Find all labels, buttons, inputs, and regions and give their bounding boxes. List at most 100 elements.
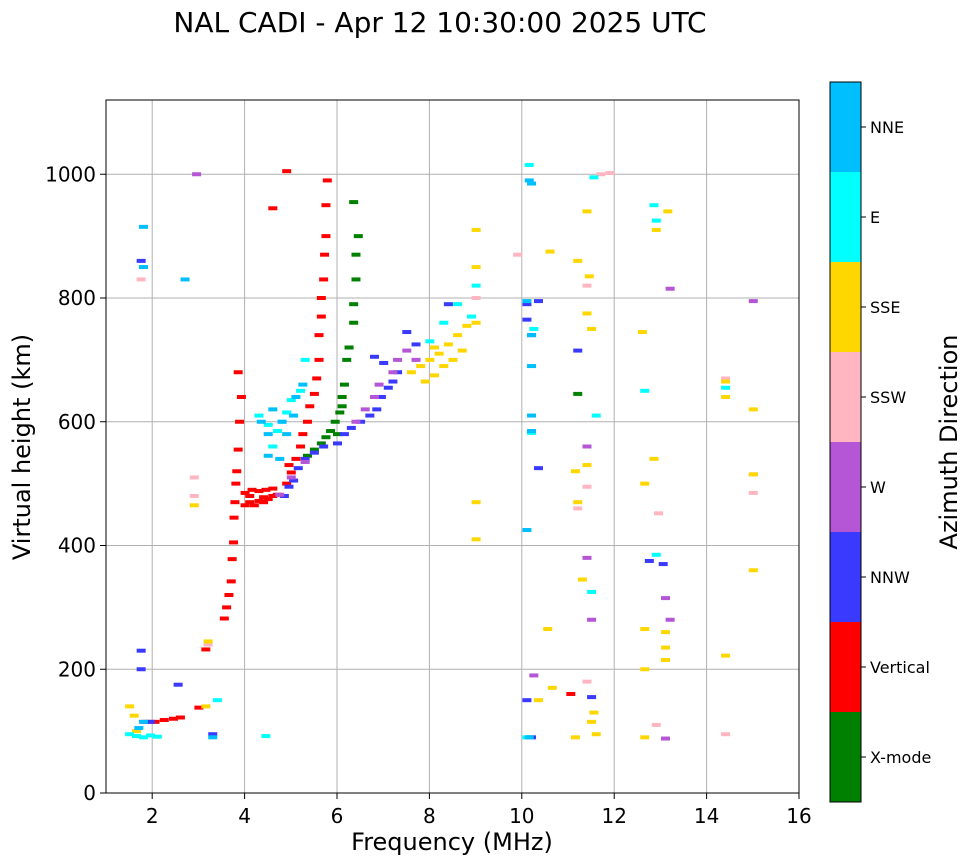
echo-point-ssw [582, 283, 592, 288]
echo-point-w [360, 407, 370, 412]
echo-point-sse [582, 311, 592, 316]
echo-point-vertical [229, 515, 239, 520]
echo-point-ssw [654, 511, 664, 516]
echo-point-sse [457, 348, 467, 353]
echo-point-sse [430, 345, 440, 350]
echo-point-nne [527, 429, 537, 434]
echo-point-nne [263, 453, 273, 458]
echo-point-x-mode [337, 395, 347, 399]
echo-point-w [529, 673, 539, 678]
echo-point-vertical [194, 705, 204, 710]
echo-point-nnw [365, 413, 375, 418]
echo-point-nnw [346, 425, 356, 430]
echo-point-sse [547, 685, 557, 690]
echo-point-sse [462, 323, 472, 328]
echo-point-w [374, 382, 384, 387]
colorbar-swatch-e [830, 172, 861, 262]
echo-point-vertical [240, 490, 250, 495]
echo-point-vertical [222, 605, 232, 610]
echo-point-sse [533, 698, 543, 703]
echo-point-sse [661, 630, 671, 635]
echo-point-ssw [189, 475, 199, 480]
echo-point-sse [661, 645, 671, 650]
echo-point-nnw [173, 682, 183, 687]
echo-point-x-mode [330, 419, 340, 424]
echo-point-sse [545, 249, 555, 254]
echo-point-sse [570, 469, 580, 474]
echo-point-sse [471, 320, 481, 325]
echo-point-nnw [522, 302, 532, 307]
y-tick-label: 0 [83, 781, 96, 805]
echo-point-nnw [443, 302, 453, 307]
echo-point-nnw [573, 348, 583, 353]
echo-point-w [665, 286, 675, 291]
echo-point-vertical [235, 419, 245, 424]
echo-point-ssw [582, 484, 592, 489]
echo-point-nne [282, 432, 292, 437]
echo-point-w [402, 348, 412, 353]
echo-point-vertical [284, 463, 294, 468]
echo-point-nne [527, 364, 537, 369]
echo-point-sse [721, 379, 731, 384]
echo-point-vertical [282, 481, 292, 486]
echo-point-nnw [379, 360, 389, 365]
echo-point-nne [522, 299, 532, 304]
echo-point-x-mode [316, 441, 326, 446]
colorbar-swatch-x-mode [830, 712, 861, 802]
echo-point-w [582, 444, 592, 449]
echo-point-nne [138, 719, 148, 724]
y-tick-label: 1000 [45, 162, 96, 186]
echo-point-nne [527, 333, 537, 338]
echo-point-e [132, 734, 142, 739]
echo-point-sse [721, 653, 731, 658]
echo-point-vertical [254, 498, 264, 503]
echo-point-e [272, 429, 282, 434]
colorbar-tick-label: NNW [870, 568, 910, 587]
echo-point-e [263, 422, 273, 427]
echo-point-sse [582, 463, 592, 468]
echo-point-vertical [249, 503, 259, 508]
echo-point-sse [591, 732, 601, 737]
echo-point-sse [543, 627, 553, 632]
echo-point-nnw [533, 466, 543, 471]
echo-point-nnw [293, 466, 303, 471]
x-tick-label: 14 [694, 804, 719, 828]
echo-point-vertical [309, 391, 319, 396]
echo-point-x-mode [353, 234, 363, 239]
echo-point-vertical [320, 252, 330, 257]
echo-point-sse [439, 364, 449, 369]
echo-point-sse [189, 503, 199, 508]
echo-point-ssw [136, 277, 146, 282]
colorbar-tick-label: W [870, 478, 886, 497]
echo-point-sse [406, 370, 416, 375]
echo-point-nnw [136, 258, 146, 263]
echo-point-e [471, 283, 481, 288]
colorbar-tick-label: E [870, 208, 880, 227]
echo-point-sse [582, 209, 592, 214]
echo-point-x-mode [344, 345, 354, 350]
echo-point-vertical [316, 296, 326, 300]
echo-point-sse [570, 735, 580, 740]
echo-point-ssw [189, 494, 199, 498]
x-axis-ticks: 2 4 6 8 10 12 14 16 [146, 793, 812, 828]
x-tick-label: 2 [146, 804, 159, 828]
echo-point-e [453, 302, 463, 307]
echo-point-sse [637, 330, 647, 335]
echo-point-nne [138, 224, 148, 229]
echo-point-vertical [245, 500, 255, 505]
echo-point-vertical [298, 432, 308, 437]
echo-point-sse [129, 713, 139, 718]
echo-point-vertical [233, 447, 243, 452]
echo-point-nne [522, 528, 532, 533]
grid-lines [106, 100, 800, 794]
echo-point-w [369, 395, 379, 399]
echo-point-vertical [254, 489, 264, 494]
echo-point-ssw [721, 376, 731, 381]
echo-point-vertical [245, 494, 255, 498]
echo-point-sse [587, 719, 597, 724]
echo-point-e [282, 410, 292, 415]
echo-point-nnw [372, 407, 382, 412]
echo-point-sse [425, 357, 435, 362]
echo-point-vertical [263, 497, 273, 502]
echo-point-w [665, 617, 675, 622]
